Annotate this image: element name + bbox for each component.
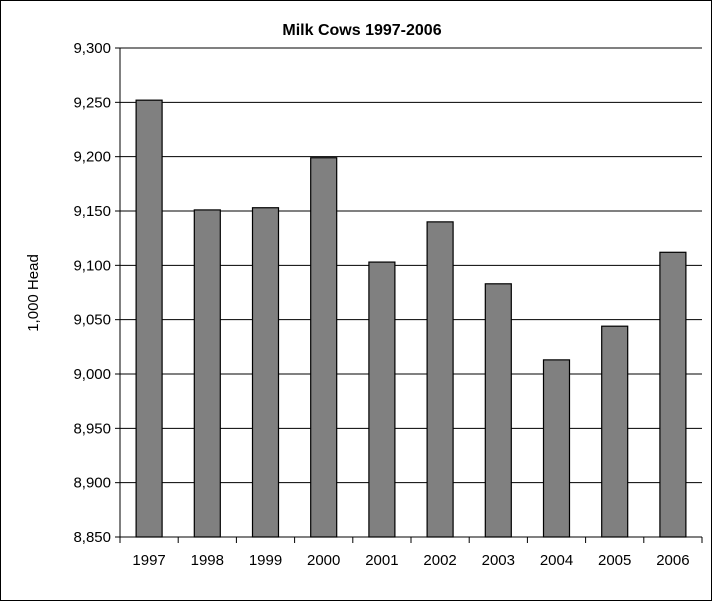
x-tick-label: 1997 xyxy=(132,552,165,569)
x-tick-label: 2003 xyxy=(482,552,515,569)
bar xyxy=(251,207,280,538)
bar xyxy=(542,359,571,538)
y-tick-label: 8,900 xyxy=(73,475,111,492)
x-tick-label: 2001 xyxy=(365,552,398,569)
y-axis-title: 1,000 Head xyxy=(25,254,42,332)
x-tick-label: 1998 xyxy=(191,552,224,569)
chart-title: Milk Cows 1997-2006 xyxy=(282,22,441,39)
y-tick-label: 8,950 xyxy=(73,420,111,437)
bar xyxy=(310,157,338,538)
x-tick-label: 2006 xyxy=(656,552,689,569)
y-tick-label: 9,150 xyxy=(73,203,111,220)
y-tick-label: 9,200 xyxy=(73,149,111,166)
bar xyxy=(193,209,221,538)
axes xyxy=(115,47,703,543)
x-tick-label: 2000 xyxy=(307,552,340,569)
y-tick-label: 9,300 xyxy=(73,40,111,57)
tick-labels: 8,850 8,900 8,950 9,000 9,050 9,100 9,150 9,200… xyxy=(73,40,689,569)
x-tick-label: 1999 xyxy=(249,552,282,569)
bar xyxy=(426,221,454,538)
x-tick-label: 2002 xyxy=(423,552,456,569)
bar xyxy=(659,251,687,538)
x-tick-label: 2004 xyxy=(540,552,573,569)
y-tick-label: 9,100 xyxy=(73,257,111,274)
bar xyxy=(135,99,163,538)
y-tick-label: 9,050 xyxy=(73,312,111,329)
bar xyxy=(601,325,629,538)
x-tick-label: 2005 xyxy=(598,552,631,569)
bar xyxy=(484,283,512,538)
bar xyxy=(368,261,396,538)
bars xyxy=(135,99,687,538)
y-tick-label: 8,850 xyxy=(73,529,111,546)
y-tick-label: 9,000 xyxy=(73,366,111,383)
y-tick-label: 9,250 xyxy=(73,94,111,111)
